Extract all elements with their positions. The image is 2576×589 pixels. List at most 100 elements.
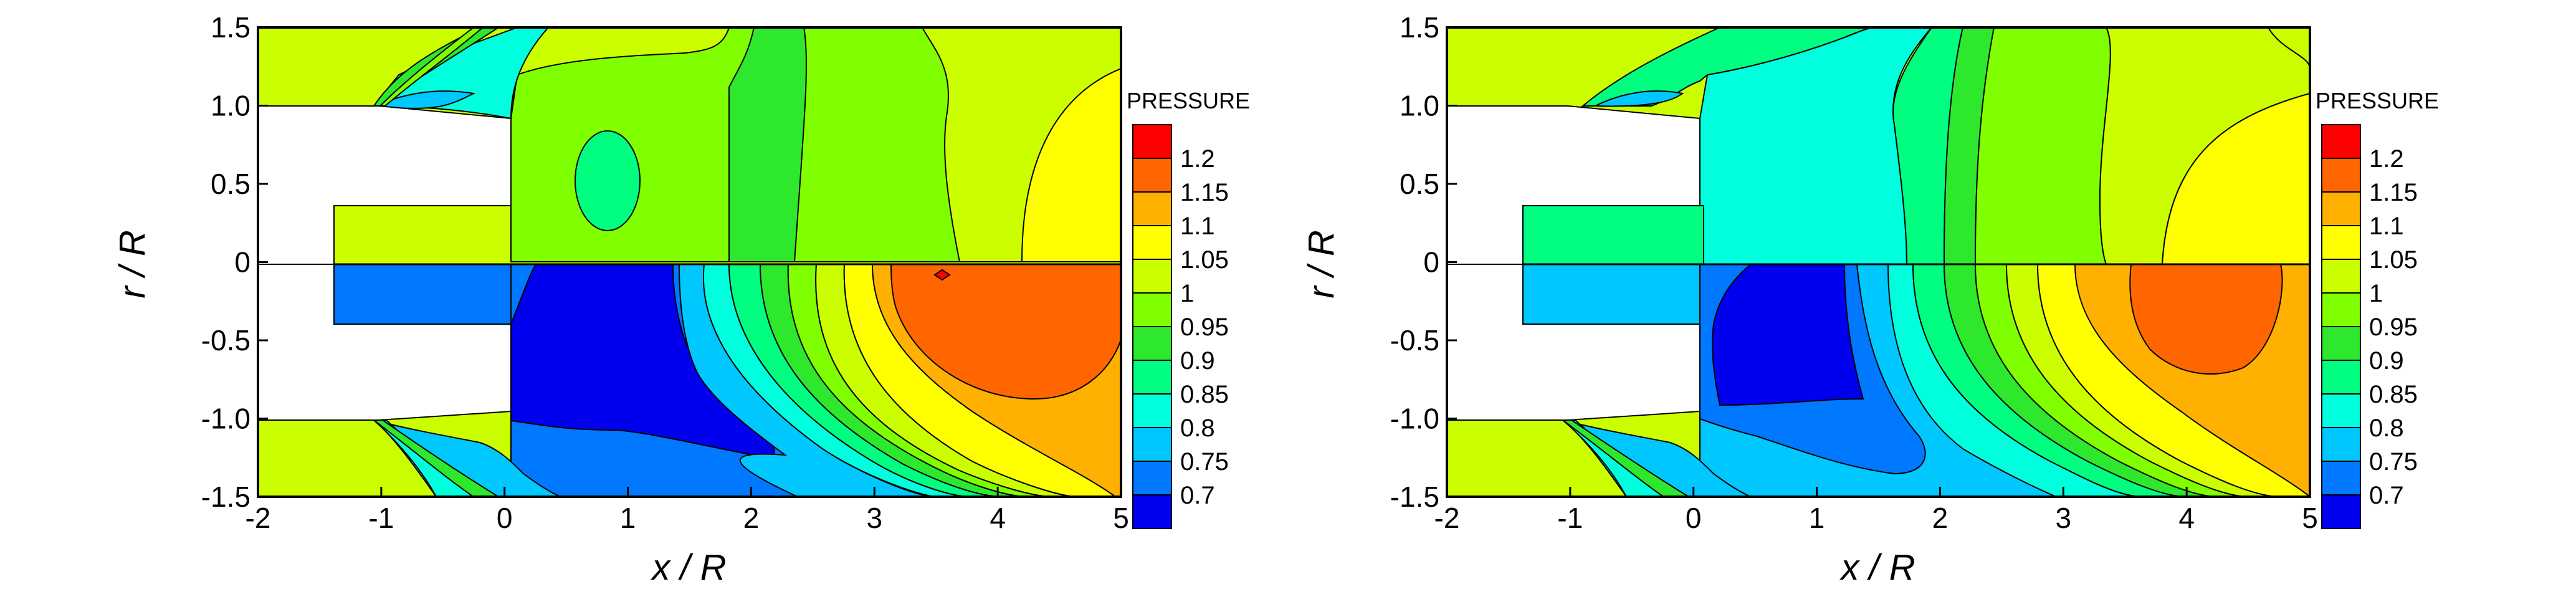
x-axis-label: x / R: [1839, 547, 1915, 588]
contour-region: [1974, 27, 2111, 265]
y-tick-label: 1.0: [1400, 90, 1439, 122]
legend-level-label: 1.05: [2369, 246, 2418, 274]
legend-swatch: [1132, 461, 1172, 496]
legend-swatch: [1132, 427, 1172, 462]
legend-level-label: 1.1: [2369, 213, 2404, 240]
x-axis-right: -2 -1 0 1 2 3 4 5: [1434, 487, 2318, 534]
legend-level-label: 0.8: [1180, 414, 1215, 442]
legend-level-label: 0.7: [1180, 482, 1215, 509]
x-tick-label: 3: [866, 502, 882, 534]
legend-swatch: [1132, 326, 1172, 361]
legend-swatch: [2321, 191, 2361, 226]
contour-region: [333, 264, 512, 327]
legend-swatch: [1132, 292, 1172, 327]
contour-region: [1021, 67, 1121, 262]
y-axis-right: 1.5 1.0 0.5 0 -0.5 -1.0 -1.5: [1390, 11, 1457, 513]
y-tick-label: -1.5: [1390, 481, 1439, 513]
y-axis-left: 1.5 1.0 0.5 0 -0.5 -1.0 -1.5: [201, 11, 268, 513]
x-axis-left: -2 -1 0 1 2 3 4 5: [246, 487, 1129, 534]
y-axis-label: r / R: [112, 230, 153, 299]
legend-level-label: 1: [1180, 280, 1194, 307]
x-tick-label: 4: [2178, 502, 2195, 534]
contour-region: [575, 130, 641, 231]
contour-region: [373, 419, 561, 497]
legend-swatch: [2321, 158, 2361, 193]
x-tick-label: 4: [990, 502, 1006, 534]
y-tick-label: -0.5: [201, 324, 250, 357]
legend-level-label: 0.9: [2369, 347, 2404, 375]
contour-panel-left: -2 -1 0 1 2 3 4 5 1.51.00.50-0.5-1.0-1.5 x / R …: [112, 11, 1250, 588]
legend-swatch: [2321, 461, 2361, 496]
x-tick-label: 2: [1932, 502, 1949, 534]
contour-region: [2161, 92, 2310, 265]
x-tick-label: -2: [246, 502, 271, 534]
legend-level-label: 0.75: [2369, 448, 2418, 476]
y-tick-label: -1.0: [201, 403, 250, 435]
legend-level-label: 1.05: [1180, 246, 1229, 274]
y-tick-label: -0.5: [1390, 324, 1439, 357]
legend-level-label: 0.7: [2369, 482, 2404, 509]
legend-level-label: 0.75: [1180, 448, 1229, 476]
y-tick-label: 0.5: [211, 168, 250, 200]
contour-field-right: [1447, 27, 2310, 497]
contour-region: [1560, 419, 1690, 497]
y-tick-label: 0.5: [1400, 168, 1439, 200]
contour-region: [728, 27, 808, 262]
legend-swatch: [2321, 292, 2361, 327]
legend-level-label: 0.95: [1180, 314, 1229, 341]
legend-swatch: [2321, 326, 2361, 361]
legend-level-label: 0.85: [2369, 381, 2418, 408]
legend-level-label: 0.9: [1180, 347, 1215, 375]
legend-swatch: [2321, 259, 2361, 294]
legend-swatch: [1132, 393, 1172, 428]
contour-region: [890, 264, 1121, 400]
legend-swatch: [1132, 360, 1172, 395]
y-tick-label: 1.5: [1400, 11, 1439, 44]
legend-title: PRESSURE: [2316, 88, 2439, 113]
centerbody: [1447, 264, 1701, 421]
contour-region: [1581, 27, 1876, 107]
legend-swatch: [2321, 124, 2361, 159]
x-tick-label: 5: [2302, 502, 2318, 534]
y-tick-label: 0: [234, 246, 250, 279]
legend-swatch: [2321, 427, 2361, 462]
contour-region: [1522, 205, 1704, 265]
contour-region: [933, 269, 951, 281]
contour-region: [378, 27, 484, 107]
x-tick-label: 5: [1113, 502, 1129, 534]
legend-level-label: 1: [2369, 280, 2383, 307]
contour-region: [1522, 264, 1704, 327]
legend-swatch: [2321, 393, 2361, 428]
legend-level-label: 1.15: [2369, 179, 2418, 206]
y-tick-label: 1.0: [211, 90, 250, 122]
legend-left: PRESSURE 1.2 1.15 1.1 1.05 1 0.95 0.9 0.85 0.8 0.…: [1127, 88, 1250, 529]
contour-region: [373, 90, 476, 109]
legend-swatch: [1132, 191, 1172, 226]
legend-swatch: [1132, 494, 1172, 529]
legend-swatch: [1132, 158, 1172, 193]
x-tick-label: 1: [620, 502, 636, 534]
legend-swatch: [2321, 494, 2361, 529]
contour-region: [2129, 264, 2283, 375]
legend-level-label: 0.85: [1180, 381, 1229, 408]
contour-region: [1562, 419, 1752, 497]
x-tick-label: -1: [368, 502, 394, 534]
legend-swatch: [1132, 124, 1172, 159]
x-tick-label: 0: [497, 502, 513, 534]
legend-level-label: 1.2: [1180, 145, 1215, 173]
legend-swatch: [2321, 360, 2361, 395]
y-tick-label: -1.5: [201, 481, 250, 513]
contour-field-left: [258, 27, 1121, 497]
x-tick-label: 2: [743, 502, 760, 534]
y-tick-label: -1.0: [1390, 403, 1439, 435]
x-tick-label: 3: [2055, 502, 2071, 534]
legend-swatch: [1132, 259, 1172, 294]
x-tick-label: 1: [1809, 502, 1825, 534]
contour-region: [1595, 90, 1684, 107]
y-tick-label: 0: [1423, 246, 1439, 279]
x-tick-label: -1: [1557, 502, 1583, 534]
x-tick-label: 0: [1686, 502, 1702, 534]
legend-swatch: [1132, 225, 1172, 260]
x-axis-label: x / R: [650, 547, 726, 588]
